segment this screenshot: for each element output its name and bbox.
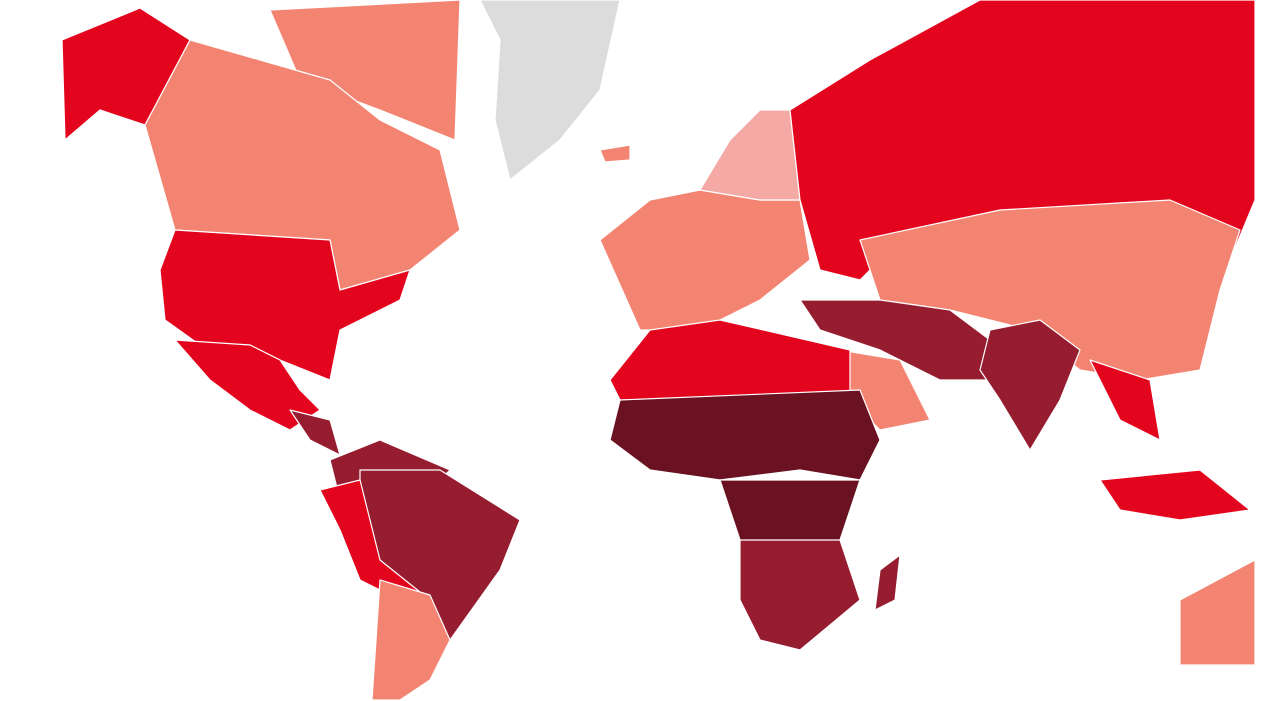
greenland — [479, 0, 621, 181]
sahel — [609, 389, 881, 481]
iceland — [599, 144, 631, 163]
india — [979, 319, 1081, 451]
canada-islands — [269, 0, 461, 141]
southeast-asia — [1089, 359, 1161, 441]
australia — [1179, 559, 1256, 666]
argentina-chile — [371, 579, 451, 701]
southern-africa — [739, 539, 861, 651]
central-america — [289, 409, 341, 456]
indonesia — [1099, 469, 1251, 521]
mexico — [174, 339, 321, 431]
usa — [159, 229, 411, 381]
madagascar — [874, 554, 901, 611]
